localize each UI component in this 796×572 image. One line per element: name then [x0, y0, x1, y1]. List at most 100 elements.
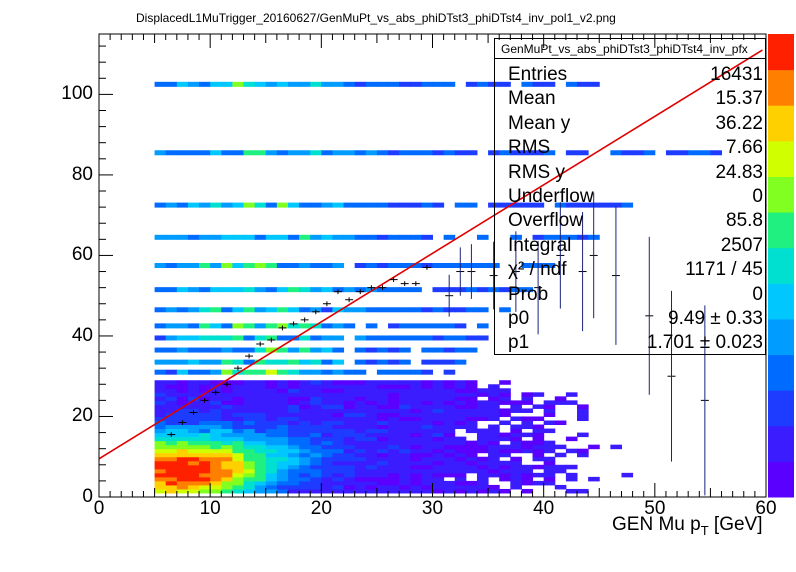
heatmap-band-cell [243, 369, 256, 375]
heatmap-band-cell [388, 359, 400, 365]
heatmap-cell [254, 408, 267, 413]
heatmap-cell [521, 440, 534, 446]
heatmap-cell [443, 488, 456, 494]
heatmap-cell [232, 436, 245, 442]
heatmap-cell [465, 452, 478, 458]
heatmap-band-cell [321, 307, 333, 313]
heatmap-cell [376, 404, 389, 409]
heatmap-cell [265, 408, 278, 413]
heatmap-cell [210, 400, 222, 405]
heatmap-cell [232, 476, 245, 482]
y-tick-label: 0 [82, 486, 93, 507]
heatmap-band-cell [199, 150, 211, 156]
heatmap-band-cell [221, 347, 233, 353]
heatmap-cell [365, 476, 378, 482]
heatmap-band-cell [221, 234, 233, 240]
heatmap-cell [421, 408, 433, 413]
heatmap-cell [287, 480, 300, 486]
heatmap-cell [565, 400, 578, 405]
heatmap-cell [332, 428, 345, 434]
heatmap-cell [443, 408, 456, 413]
y-tick-label: 20 [71, 405, 93, 427]
heatmap-cell [399, 412, 411, 417]
heatmap-cell [454, 412, 467, 417]
color-scale-segment [768, 69, 794, 106]
heatmap-cell [176, 452, 189, 458]
heatmap-cell [432, 432, 445, 438]
heatmap-cell [410, 388, 422, 393]
heatmap-band-cell [321, 369, 333, 375]
heatmap-cell [210, 452, 222, 458]
heatmap-cell [499, 472, 511, 478]
heatmap-cell [299, 404, 311, 409]
heatmap-cell [399, 396, 411, 401]
heatmap-band-cell [254, 359, 267, 365]
heatmap-cell [343, 476, 356, 482]
heatmap-band-cell [165, 150, 178, 156]
heatmap-band-cell [443, 347, 456, 353]
heatmap-cell [332, 460, 345, 466]
heatmap-cell [265, 460, 278, 466]
heatmap-cell [310, 388, 322, 393]
heatmap-band-cell [232, 307, 245, 313]
heatmap-band-cell [276, 287, 289, 293]
heatmap-band-cell [454, 347, 467, 353]
heatmap-cell [499, 432, 511, 438]
heatmap-cell [232, 456, 245, 462]
heatmap-cell [232, 452, 245, 458]
heatmap-band-cell [443, 234, 456, 240]
heatmap-cell [210, 484, 222, 490]
heatmap-cell [543, 420, 556, 426]
heatmap-cell [176, 380, 189, 385]
heatmap-cell [276, 384, 289, 389]
heatmap-cell [287, 428, 300, 434]
heatmap-cell [476, 404, 489, 409]
heatmap-cell [321, 488, 333, 494]
heatmap-cell [388, 456, 400, 462]
heatmap-cell [332, 488, 345, 494]
heatmap-band-cell [199, 307, 211, 313]
heatmap-cell [376, 384, 389, 389]
heatmap-cell [321, 464, 333, 470]
heatmap-cell [543, 480, 556, 486]
heatmap-cell [399, 448, 411, 454]
heatmap-cell [454, 384, 467, 389]
heatmap-cell [388, 392, 400, 397]
heatmap-cell [165, 444, 178, 450]
heatmap-cell [421, 440, 433, 446]
heatmap-cell [476, 484, 489, 490]
stat-value: 0 [752, 186, 763, 207]
heatmap-cell [287, 444, 300, 450]
heatmap-cell [299, 444, 311, 450]
heatmap-band-cell [476, 335, 489, 341]
heatmap-cell [521, 396, 534, 401]
heatmap-cell [154, 420, 167, 426]
heatmap-band-cell [432, 359, 445, 365]
heatmap-cell [254, 432, 267, 438]
heatmap-cell [399, 432, 411, 438]
heatmap-band-cell [265, 369, 278, 375]
heatmap-band-cell [154, 81, 167, 87]
heatmap-band-cell [176, 323, 189, 329]
heatmap-band-cell [299, 81, 311, 87]
heatmap-cell [321, 460, 333, 466]
heatmap-cell [187, 488, 200, 494]
color-scale-segment [768, 247, 794, 284]
heatmap-cell [565, 436, 578, 442]
heatmap-cell [321, 444, 333, 450]
heatmap-cell [199, 388, 211, 393]
heatmap-band-cell [276, 347, 289, 353]
heatmap-cell [276, 396, 289, 401]
heatmap-cell [332, 468, 345, 474]
heatmap-cell [254, 448, 267, 454]
heatmap-cell [254, 404, 267, 409]
stat-label: Mean [508, 88, 556, 110]
heatmap-cell [332, 388, 345, 393]
heatmap-band-cell [221, 202, 233, 208]
heatmap-cell [532, 480, 545, 486]
heatmap-band-cell [276, 359, 289, 365]
heatmap-cell [332, 444, 345, 450]
heatmap-cell [276, 452, 289, 458]
heatmap-cell [287, 396, 300, 401]
heatmap-band-cell [365, 150, 378, 156]
